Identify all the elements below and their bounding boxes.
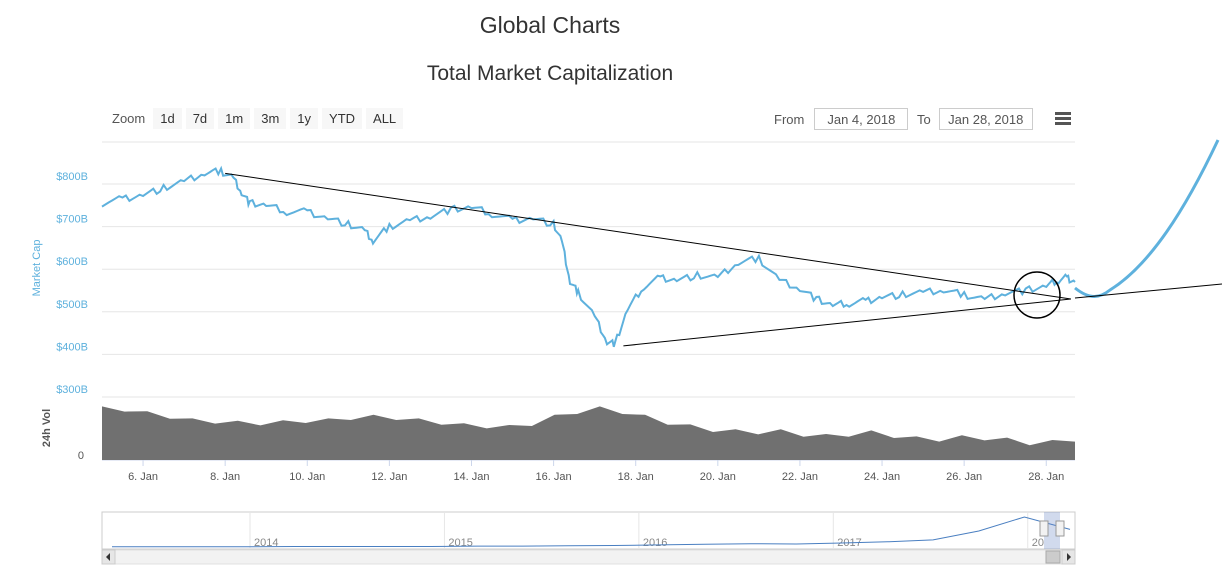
hamburger-menu-icon[interactable] <box>1055 112 1071 125</box>
chart-title: Total Market Capitalization <box>426 62 674 85</box>
x-tick-label: 26. Jan <box>946 471 982 483</box>
navigator-frame <box>101 511 1076 550</box>
x-tick-label: 24. Jan <box>864 471 900 483</box>
volume-area <box>102 406 1075 460</box>
navigator-year-label: 2014 <box>254 537 278 549</box>
zoom-1m-button[interactable]: 1m <box>218 108 251 129</box>
x-tick-label: 8. Jan <box>210 471 240 483</box>
from-date-input[interactable] <box>814 108 909 130</box>
scroll-left-arrow-icon <box>106 553 110 561</box>
zoom-7d-button[interactable]: 7d <box>185 108 215 129</box>
x-tick-label: 16. Jan <box>536 471 572 483</box>
trendline-group <box>225 172 1222 347</box>
navigator-year-label: 20 <box>1032 537 1044 549</box>
x-tick-label: 28. Jan <box>1028 471 1064 483</box>
scroll-right-arrow-icon <box>1067 553 1071 561</box>
x-tick-label: 6. Jan <box>128 471 158 483</box>
chart-grid <box>102 141 1075 398</box>
y-tick-label: $700B <box>56 214 88 226</box>
trendline <box>623 298 1071 347</box>
y-tick-label: $500B <box>56 299 88 311</box>
y-axis-ticks: $800B $700B $600B $500B $400B $300B <box>56 171 88 396</box>
from-label: From <box>774 111 805 127</box>
y-tick-label: $400B <box>56 341 88 353</box>
y-axis-title: Market Cap <box>31 240 43 297</box>
navigator-year-label: 2015 <box>448 537 472 549</box>
scrollbar-thumb[interactable] <box>1045 550 1061 564</box>
trendline-extension <box>1074 283 1222 299</box>
trendline <box>225 172 1071 300</box>
zoom-3m-button[interactable]: 3m <box>254 108 287 129</box>
x-tick-label: 22. Jan <box>782 471 818 483</box>
navigator-panel: 2014 2015 2016 2017 20 <box>101 511 1076 565</box>
projection-curve <box>1074 139 1220 298</box>
x-tick-label: 20. Jan <box>700 471 736 483</box>
zoom-ytd-button[interactable]: YTD <box>322 108 363 129</box>
market-cap-line <box>101 165 1076 348</box>
range-from: From <box>774 108 909 130</box>
navigator-scrollbar[interactable] <box>101 549 1076 565</box>
zoom-all-button[interactable]: ALL <box>366 108 404 129</box>
y-tick-label: $300B <box>56 384 88 396</box>
y-tick-label: $800B <box>56 171 88 183</box>
volume-axis-title: 24h Vol <box>41 409 53 447</box>
y-tick-label: $600B <box>56 256 88 268</box>
zoom-bar: Zoom 1d 7d 1m 3m 1y YTD ALL <box>112 108 404 129</box>
zoom-1d-button[interactable]: 1d <box>153 108 182 129</box>
zoom-label: Zoom <box>112 111 146 126</box>
series-group <box>101 139 1220 348</box>
x-tick-label: 12. Jan <box>371 471 407 483</box>
page-title: Global Charts <box>479 12 621 38</box>
navigator-handle-left[interactable] <box>1039 520 1049 537</box>
navigator-line <box>112 516 1071 548</box>
volume-zero-tick: 0 <box>78 450 84 462</box>
navigator-handle-right[interactable] <box>1055 520 1065 537</box>
x-tick-label: 14. Jan <box>453 471 489 483</box>
navigator-year-label: 2016 <box>643 537 667 549</box>
x-tick-label: 18. Jan <box>618 471 654 483</box>
annotation-circle <box>1013 271 1061 319</box>
x-axis-ticks: 6. Jan 8. Jan 10. Jan 12. Jan 14. Jan 16. Jan… <box>128 460 1064 483</box>
to-label: To <box>917 111 931 127</box>
x-tick-label: 10. Jan <box>289 471 325 483</box>
to-date-input[interactable] <box>938 108 1033 130</box>
range-to: To <box>917 108 1033 130</box>
zoom-1y-button[interactable]: 1y <box>290 108 319 129</box>
volume-panel <box>102 406 1075 461</box>
